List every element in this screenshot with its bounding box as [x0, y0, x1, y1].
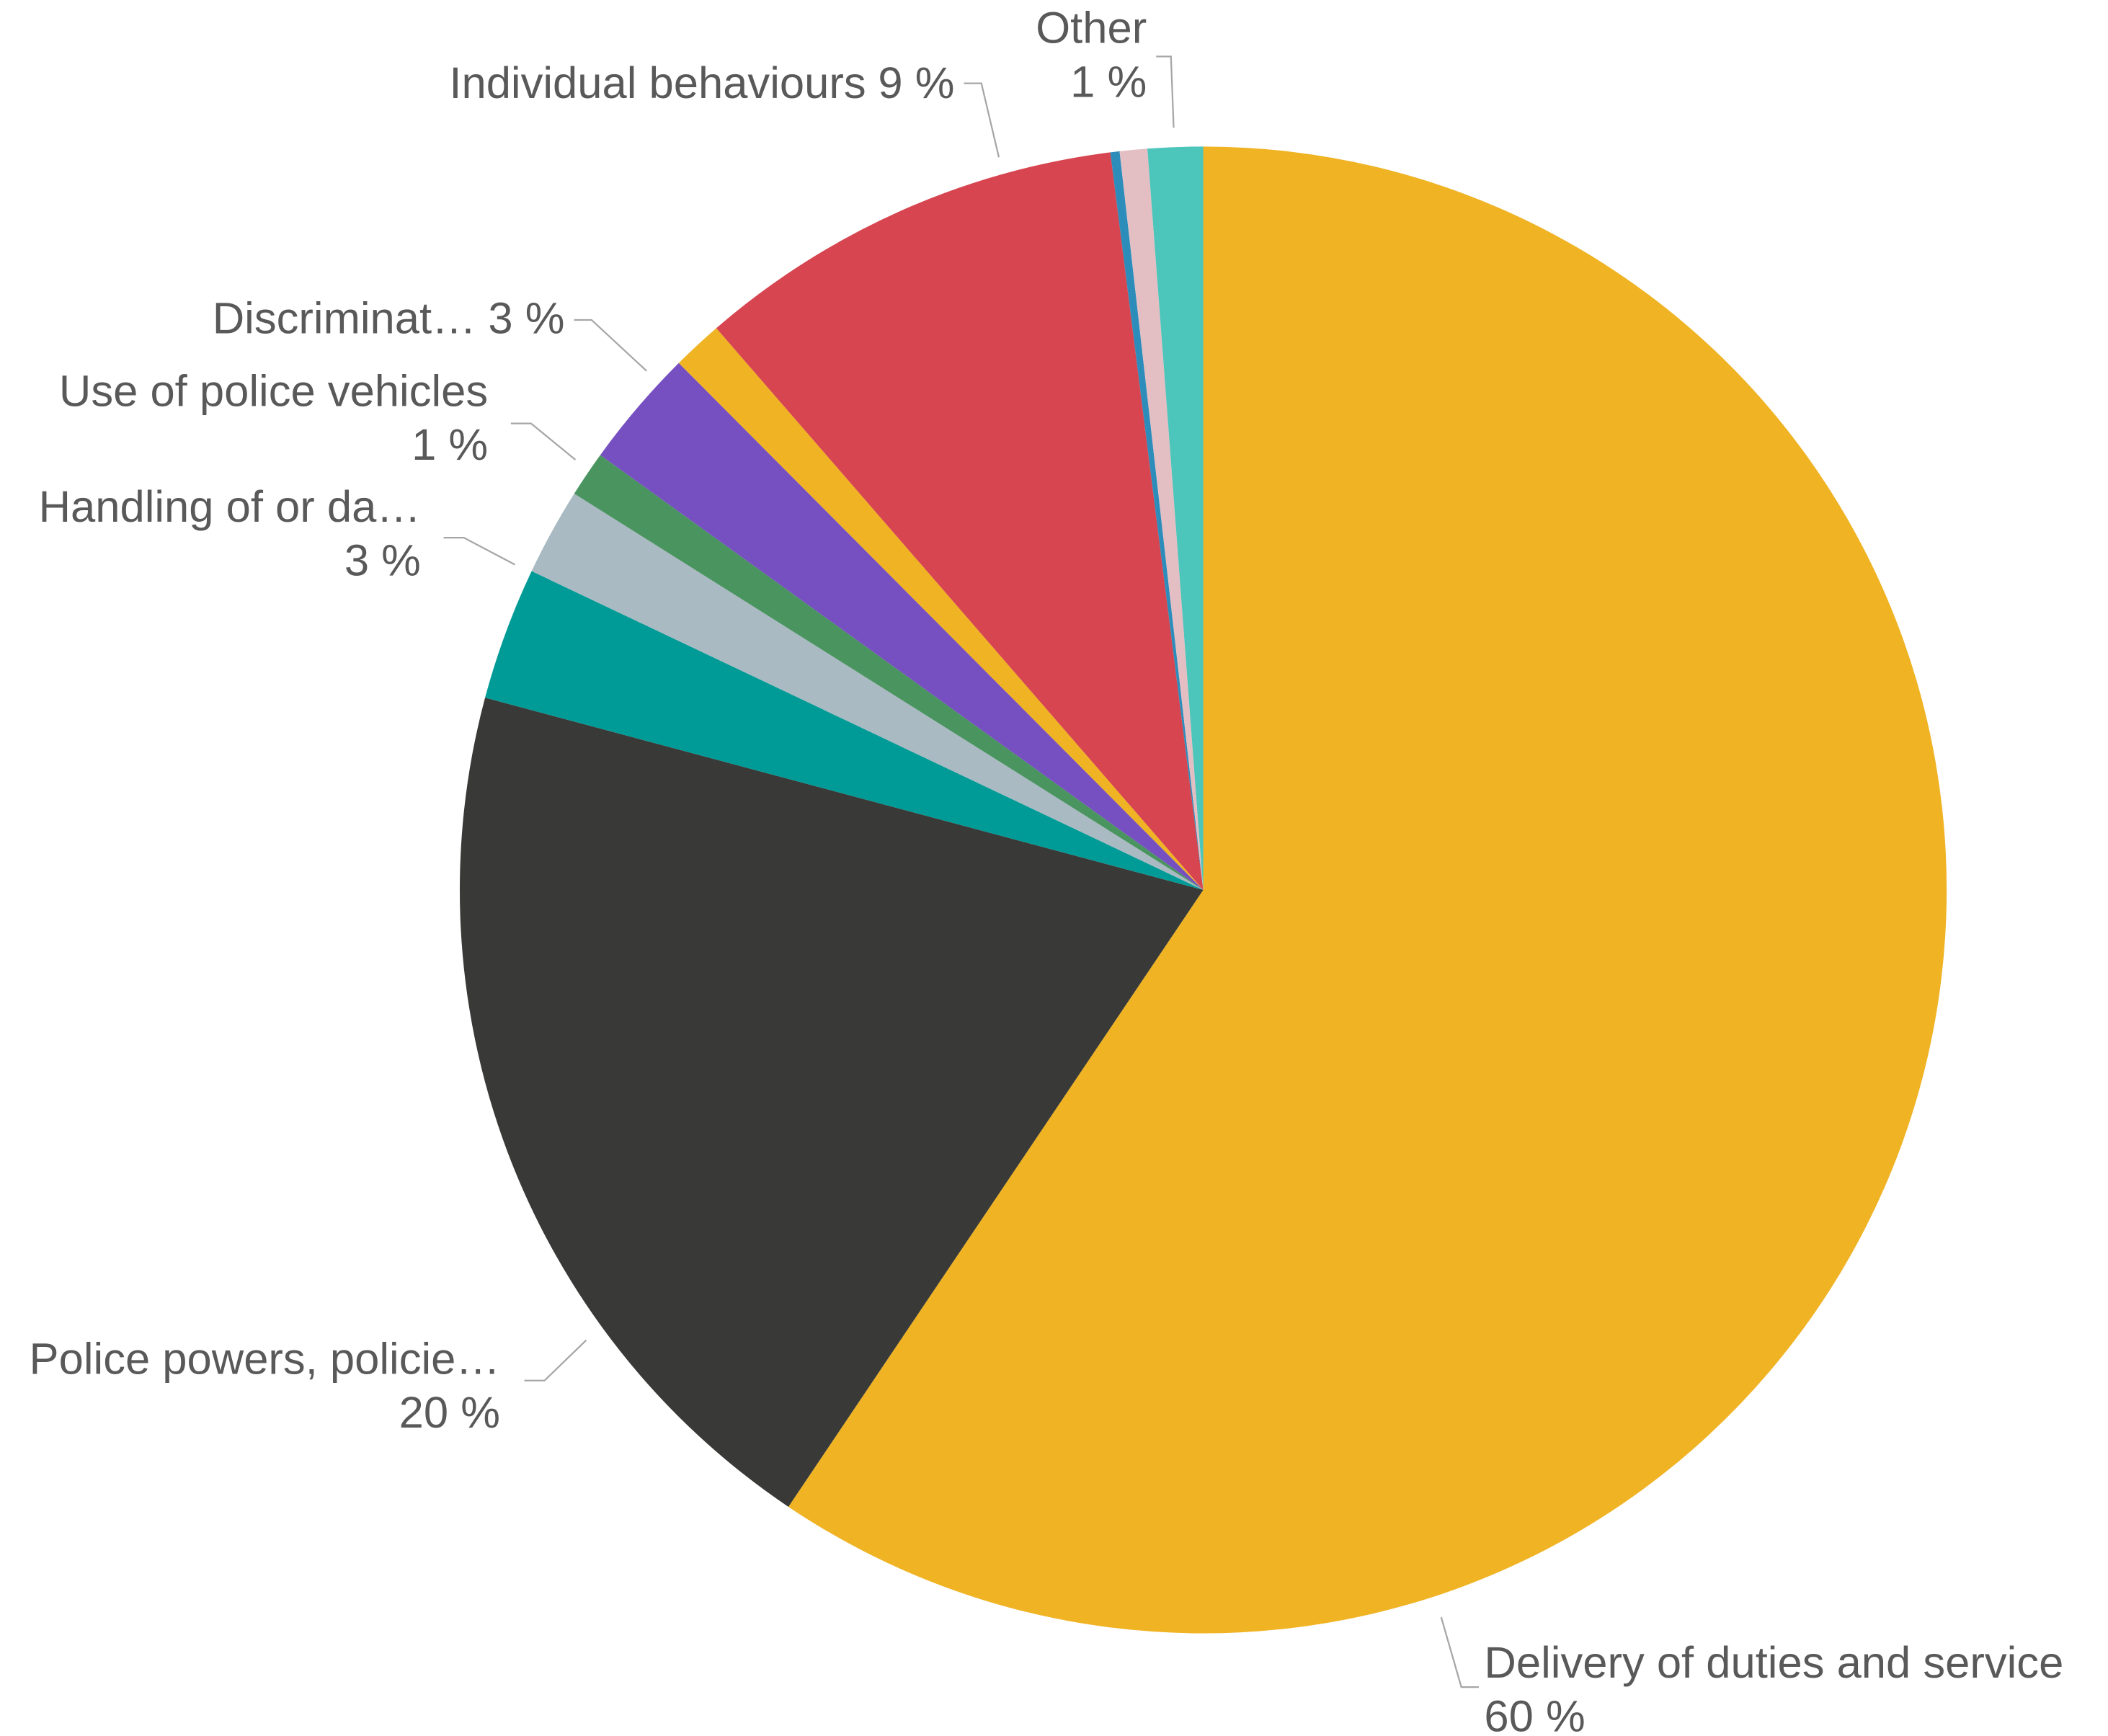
pie-slice [485, 571, 1204, 890]
leader-line [443, 537, 515, 566]
leader-line [524, 1340, 587, 1381]
value-label: 3 % [488, 294, 564, 344]
value-label: 20 % [399, 1388, 500, 1438]
value-label: 9 % [878, 58, 954, 108]
leader-line [964, 82, 1000, 158]
pie-slice [1110, 151, 1204, 890]
data-label: Use of police vehicles 1 % [59, 366, 488, 470]
pie-slice [574, 455, 1204, 890]
data-label: Discriminat… 3 % [213, 294, 565, 344]
leader-line [1156, 55, 1175, 128]
leader-line [510, 422, 577, 460]
leader-line [1440, 1616, 1479, 1688]
category-label: Use of police vehicles [59, 366, 488, 416]
pie-slice [600, 362, 1204, 890]
value-label: 1 % [1070, 57, 1147, 107]
category-label: Police powers, policie… [30, 1334, 500, 1384]
category-label: Discriminat… [213, 294, 476, 344]
data-label: Other 1 % [1036, 4, 1147, 107]
pie-slice [459, 698, 1204, 1507]
data-label: Individual behaviours 9 % [449, 58, 954, 108]
leader-line [574, 319, 648, 372]
category-label: Other [1036, 4, 1147, 53]
pie-slice [678, 328, 1204, 890]
pie-slice [1119, 148, 1204, 890]
pie-slice [531, 494, 1204, 890]
category-label: Handling of or da… [39, 482, 421, 532]
value-label: 1 % [412, 420, 488, 470]
pie-slice [1147, 146, 1204, 890]
value-label: 60 % [1484, 1692, 1585, 1736]
pie-slice [716, 152, 1204, 890]
pie-slice [788, 146, 1947, 1634]
data-label: Police powers, policie… 20 % [30, 1334, 500, 1438]
data-label: Delivery of duties and service 60 % [1484, 1638, 2063, 1736]
category-label: Delivery of duties and service [1484, 1638, 2063, 1688]
data-label: Handling of or da… 3 % [39, 482, 421, 586]
category-label: Individual behaviours [449, 58, 866, 108]
value-label: 3 % [344, 535, 421, 585]
